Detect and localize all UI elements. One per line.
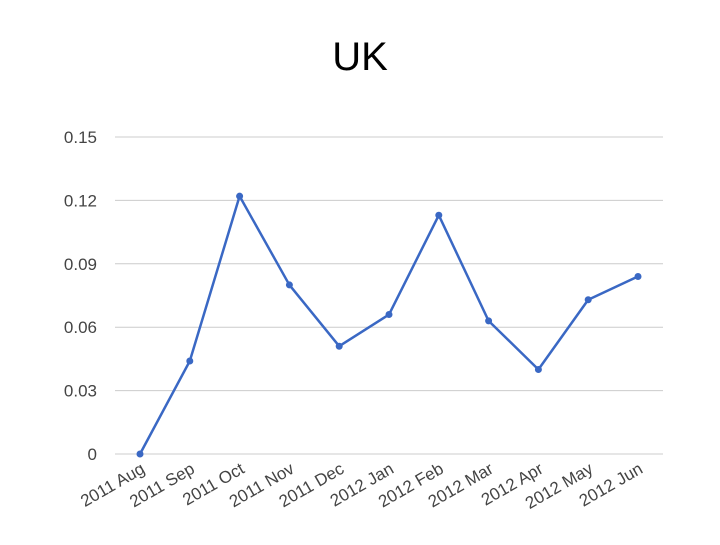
point [335, 342, 343, 350]
y-tick-label: 0 [88, 445, 97, 464]
point [485, 317, 493, 325]
line [138, 194, 639, 455]
point [236, 192, 244, 200]
point [435, 211, 443, 219]
y-tick-label: 0.03 [64, 382, 97, 401]
point [534, 365, 542, 373]
y-tick-label: 0.15 [64, 128, 97, 147]
y-tick-label: 0.09 [64, 255, 97, 274]
point [186, 357, 194, 365]
point [385, 311, 393, 319]
point [584, 296, 592, 304]
y-tick-label: 0.12 [64, 191, 97, 210]
point [136, 450, 144, 458]
point [634, 272, 642, 280]
point [285, 281, 293, 289]
chart-title: UK [332, 35, 388, 79]
y-tick-label: 0.06 [64, 318, 97, 337]
